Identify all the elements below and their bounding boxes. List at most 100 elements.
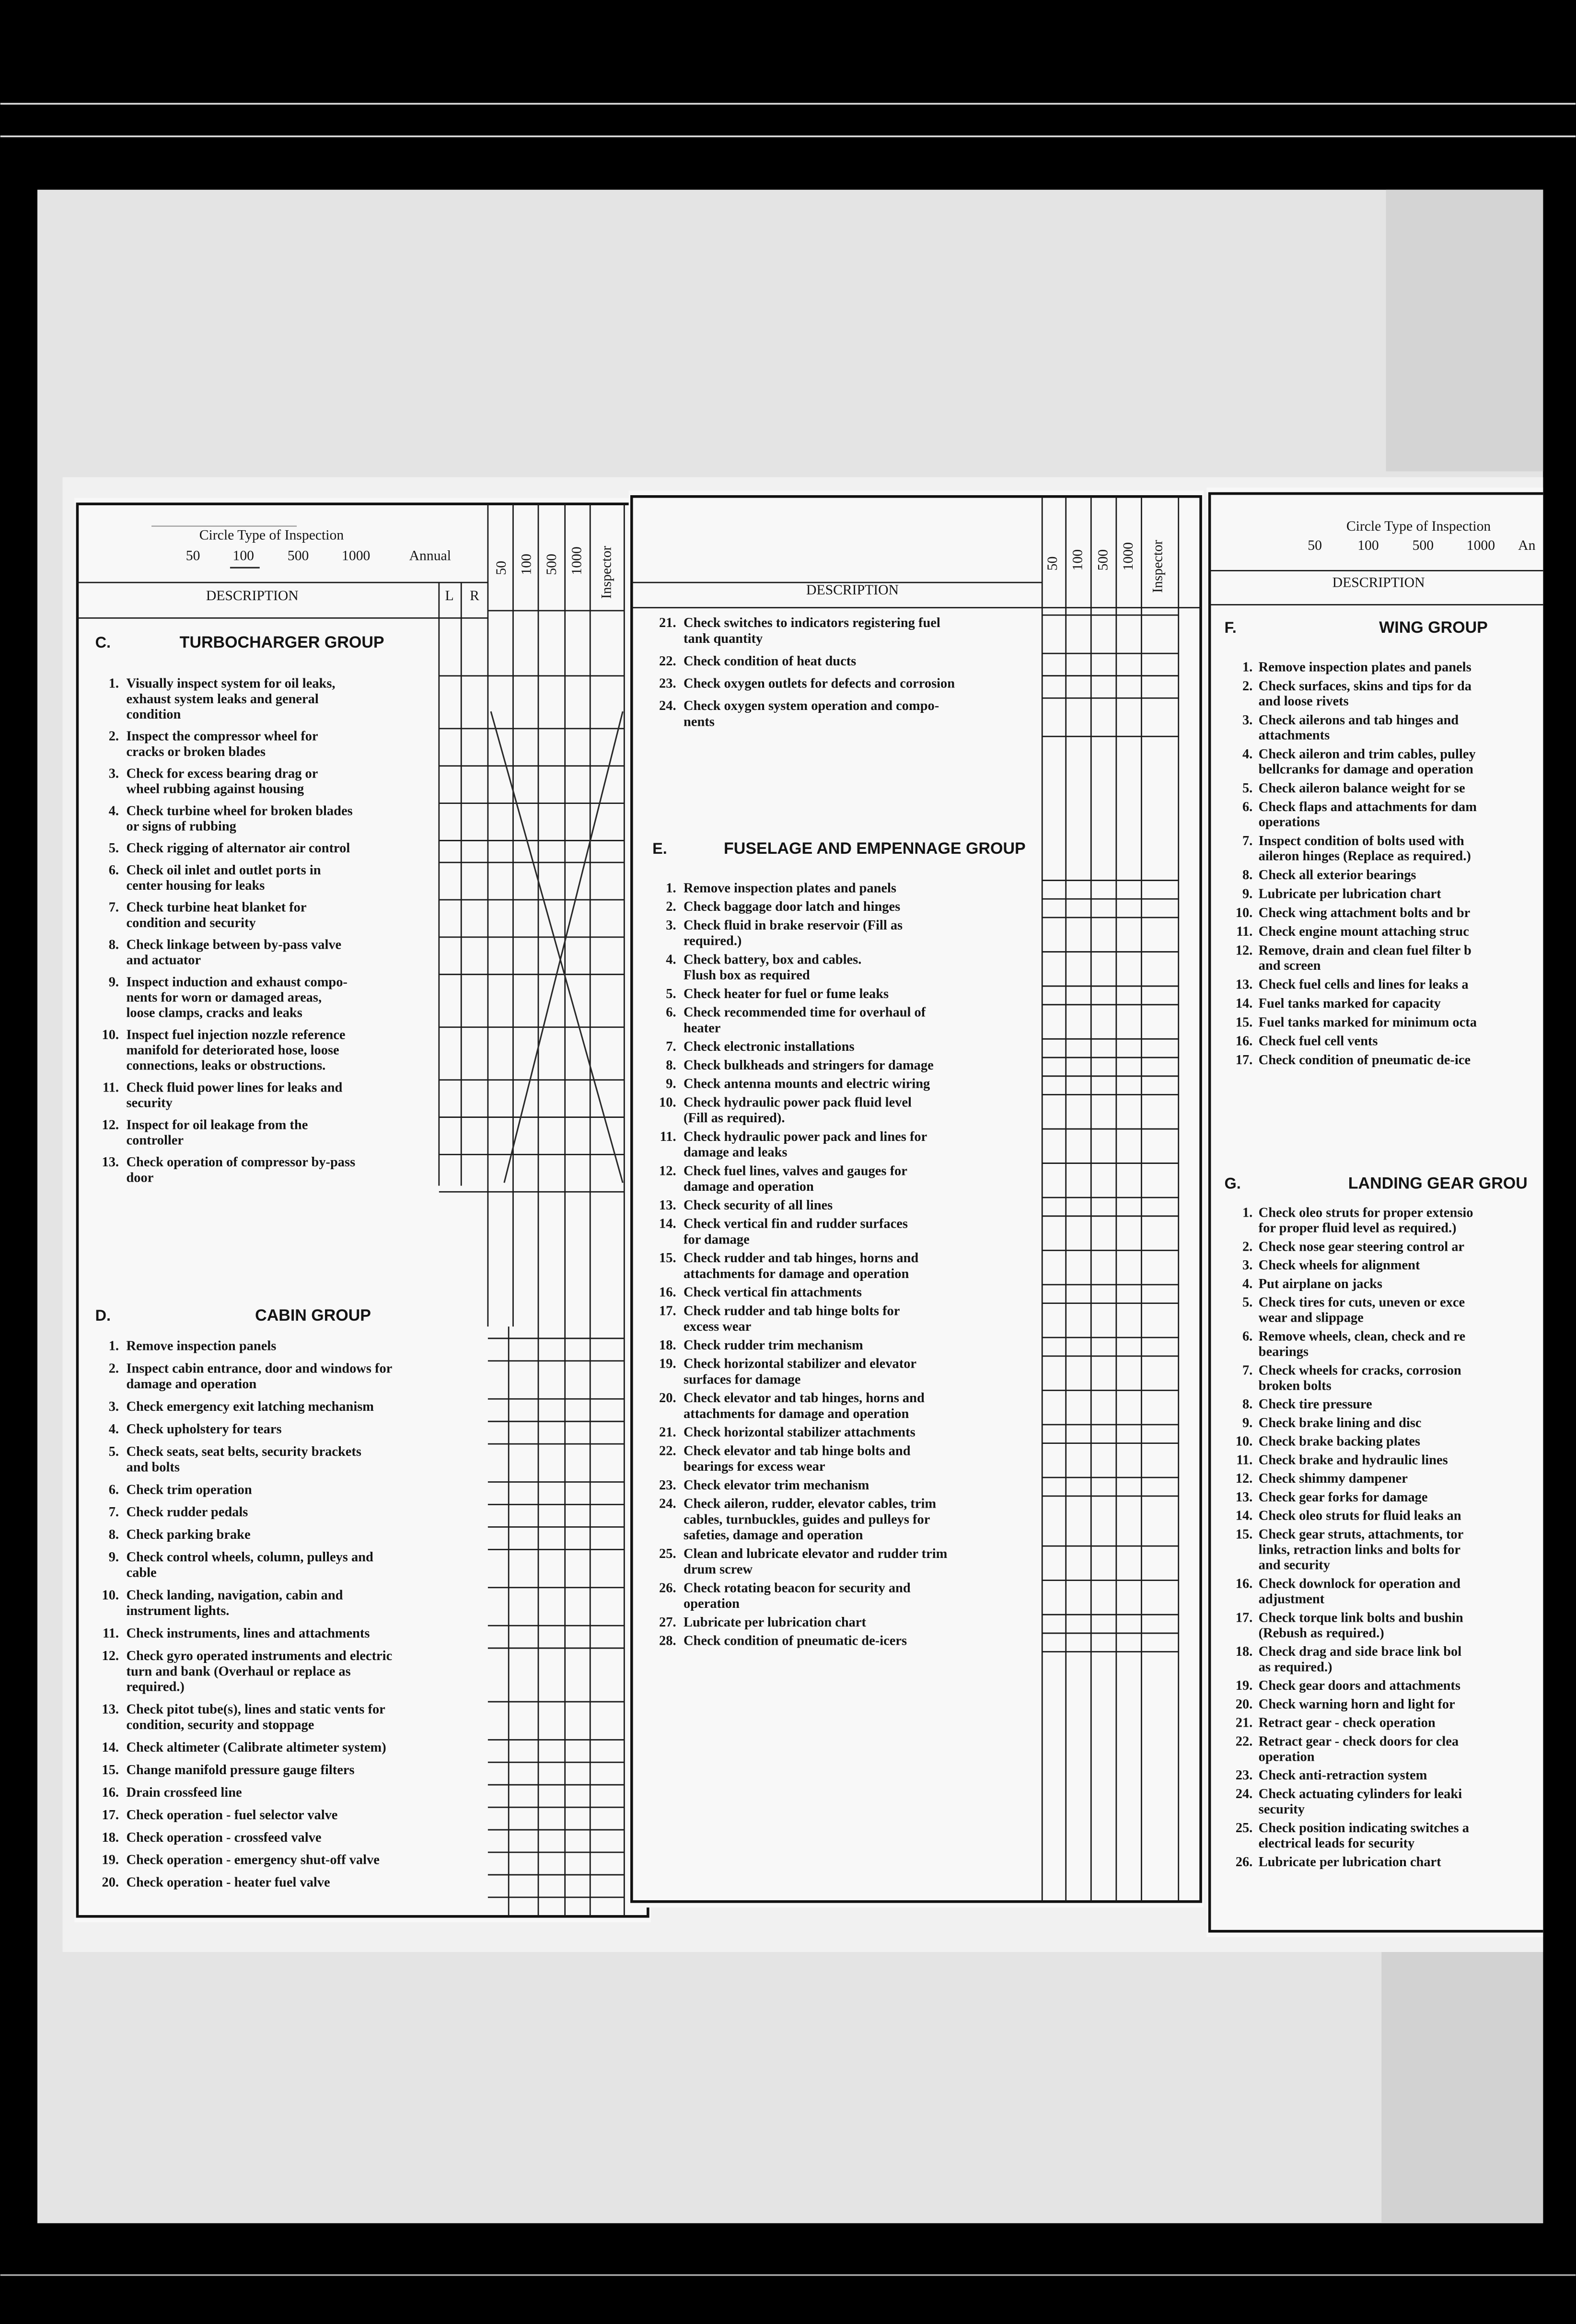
item-text: Check rudder pedals xyxy=(126,1505,248,1520)
item-text: Check operation - crossfeed valve xyxy=(126,1830,321,1845)
item-text: required.) xyxy=(684,934,742,949)
item-number: 12. xyxy=(659,1163,676,1178)
item-text: Drain crossfeed line xyxy=(126,1785,242,1800)
item-text: condition and security xyxy=(126,916,255,930)
inspection-type: 50 xyxy=(186,548,200,564)
item-text: attachments for damage and operation xyxy=(684,1406,909,1421)
item-number: 7. xyxy=(666,1039,676,1054)
item-text: Check all exterior bearings xyxy=(1259,868,1416,883)
panel-sheet xyxy=(1206,488,1543,1938)
item-number: 11. xyxy=(660,1129,676,1144)
item-text: Visually inspect system for oil leaks, xyxy=(126,676,335,691)
item-number: 5. xyxy=(666,987,676,1001)
item-text: Check seats, seat belts, security bracke… xyxy=(126,1444,361,1459)
item-text: excess wear xyxy=(684,1319,752,1334)
item-text: Inspect fuel injection nozzle reference xyxy=(126,1027,345,1042)
item-text: controller xyxy=(126,1133,184,1148)
item-text: Check oil inlet and outlet ports in xyxy=(126,863,321,878)
item-number: 26. xyxy=(1236,1855,1253,1870)
item-text: Check operation - emergency shut-off val… xyxy=(126,1853,379,1868)
item-text: Check elevator trim mechanism xyxy=(684,1478,869,1493)
item-text: Check aileron, rudder, elevator cables, … xyxy=(684,1497,936,1511)
item-text: cracks or broken blades xyxy=(126,744,265,759)
item-text: Inspect for oil leakage from the xyxy=(126,1117,308,1132)
item-number: 13. xyxy=(1236,1490,1253,1505)
item-number: 25. xyxy=(1236,1821,1253,1836)
description-header: DESCRIPTION xyxy=(806,582,899,598)
item-number: 4. xyxy=(666,952,676,967)
item-number: 19. xyxy=(102,1853,119,1868)
item-text: Check wing attachment bolts and br xyxy=(1259,906,1471,920)
panel-sheet xyxy=(74,498,651,1923)
pen-stroke xyxy=(503,711,624,1183)
item-number: 6. xyxy=(109,863,119,878)
section-letter: E. xyxy=(652,840,667,857)
item-text: Check antenna mounts and electric wiring xyxy=(684,1077,930,1092)
section-title: FUSELAGE AND EMPENNAGE GROUP xyxy=(724,839,1026,858)
backing-paper xyxy=(1386,189,1543,472)
item-number: 6. xyxy=(109,1482,119,1497)
column-header: 100 xyxy=(1070,549,1086,571)
item-number: 9. xyxy=(109,1550,119,1565)
section-letter: G. xyxy=(1225,1175,1241,1192)
column-header: 50 xyxy=(494,561,509,575)
column-header: 50 xyxy=(1045,557,1060,571)
item-text: cables, turnbuckles, guides and pulleys … xyxy=(684,1512,930,1527)
item-text: nents xyxy=(684,714,715,729)
item-text: attachments for damage and operation xyxy=(684,1267,909,1281)
item-number: 9. xyxy=(1242,886,1252,901)
item-number: 24. xyxy=(1236,1787,1253,1801)
inspection-prompt: Circle Type of Inspection xyxy=(1346,519,1491,534)
item-number: 20. xyxy=(102,1875,119,1890)
item-number: 10. xyxy=(102,1027,119,1042)
backing-paper xyxy=(1381,1927,1543,2223)
form-panel: Circle Type of Inspection 50 100 500 1000 Ann… xyxy=(74,498,651,1923)
item-text: Check drag and side brace link bol xyxy=(1259,1644,1462,1659)
item-number: 17. xyxy=(1236,1053,1253,1068)
item-text: Check wheels for alignment xyxy=(1259,1258,1420,1273)
item-text: Check downlock for operation and xyxy=(1259,1576,1461,1591)
column-header: 500 xyxy=(544,554,559,575)
item-number: 13. xyxy=(659,1198,676,1213)
section-title: CABIN GROUP xyxy=(255,1306,371,1325)
item-number: 11. xyxy=(1236,1452,1252,1467)
item-number: 11. xyxy=(1236,924,1252,939)
item-number: 9. xyxy=(666,1077,676,1092)
item-text: links, retraction links and bolts for xyxy=(1259,1543,1461,1557)
item-text: Check surfaces, skins and tips for da xyxy=(1259,679,1472,694)
section-letter: C. xyxy=(95,634,111,651)
panel-sheet xyxy=(628,490,1204,1908)
item-text: Check fuel cell vents xyxy=(1259,1034,1378,1049)
item-text: Check elevator and tab hinge bolts and xyxy=(684,1443,911,1458)
item-number: 5. xyxy=(109,841,119,856)
item-text: Clean and lubricate elevator and rudder … xyxy=(684,1546,948,1561)
item-number: 15. xyxy=(659,1251,676,1266)
panel-border xyxy=(630,495,1202,1903)
item-number: 21. xyxy=(1236,1716,1253,1731)
item-text: Check fuel lines, valves and gauges for xyxy=(684,1163,907,1178)
item-text: Check elevator and tab hinges, horns and xyxy=(684,1391,925,1406)
form-panel: Circle Type of Inspection 50 100 500 1000 An D… xyxy=(1206,488,1543,1938)
item-text: aileron hinges (Replace as required.) xyxy=(1259,849,1471,864)
item-text: attachments xyxy=(1259,728,1330,743)
item-text: and bolts xyxy=(126,1460,179,1475)
item-number: 20. xyxy=(659,1391,676,1406)
item-text: and actuator xyxy=(126,953,201,968)
item-text: exhaust system leaks and general xyxy=(126,692,318,707)
column-header: 1000 xyxy=(569,546,585,575)
item-text: Check turbine wheel for broken blades xyxy=(126,803,352,818)
column-header: 1000 xyxy=(1121,542,1136,570)
item-number: 28. xyxy=(659,1634,676,1649)
item-text: door xyxy=(126,1170,153,1185)
item-text: (Fill as required). xyxy=(684,1111,785,1126)
item-number: 12. xyxy=(1236,943,1253,958)
item-text: Inspect condition of bolts used with xyxy=(1259,834,1464,848)
item-number: 4. xyxy=(109,1422,119,1437)
item-text: Check brake and hydraulic lines xyxy=(1259,1452,1448,1467)
item-text: wheel rubbing against housing xyxy=(126,782,304,797)
item-text: and loose rivets xyxy=(1259,694,1349,709)
item-text: security xyxy=(1259,1802,1305,1817)
item-text: Check hydraulic power pack fluid level xyxy=(684,1095,912,1110)
